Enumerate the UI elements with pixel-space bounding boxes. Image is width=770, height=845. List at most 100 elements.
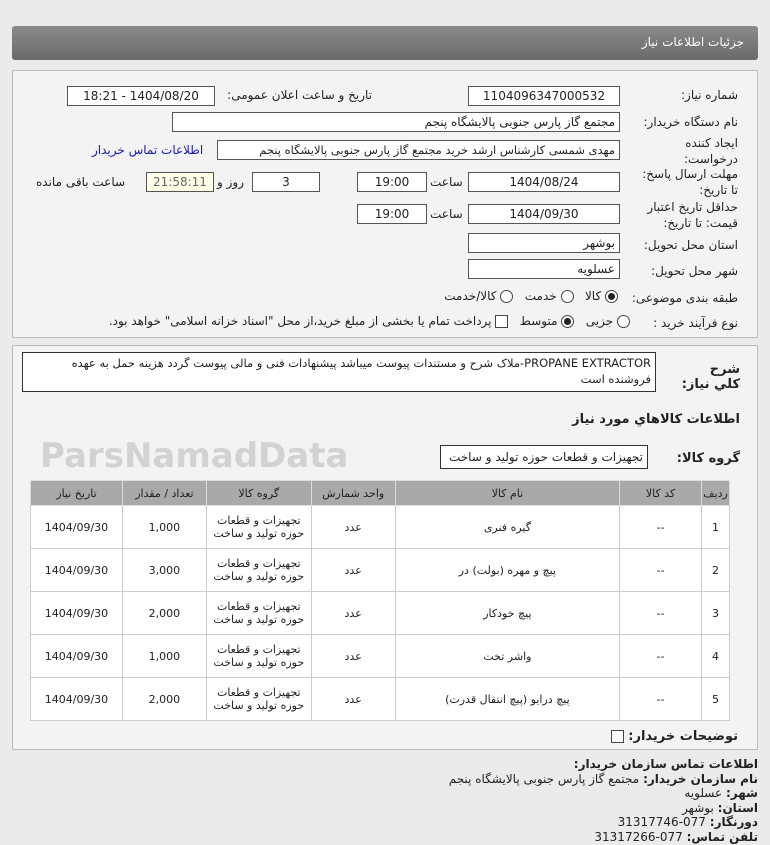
table-cell: 3,000 <box>121 548 207 592</box>
announce-field: 1404/08/20 - 18:21 <box>67 86 215 106</box>
announce-label: تاریخ و ساعت اعلان عمومی: <box>227 88 372 102</box>
table-cell: 1404/09/30 <box>30 548 123 592</box>
table-cell: -- <box>619 548 703 592</box>
table-cell: 1404/09/30 <box>30 505 123 549</box>
fax-value: 077-31317746 <box>617 815 706 829</box>
goods-group-field: تجهیزات و قطعات حوزه تولید و ساخت <box>440 445 648 469</box>
table-cell: 3 <box>701 591 730 635</box>
page-title: جزئیات اطلاعات نیاز <box>641 35 744 49</box>
category-radio-both[interactable] <box>500 290 514 303</box>
category-label: طبقه بندی موضوعی: <box>631 291 738 305</box>
watermark: ParsNamadData <box>40 436 349 476</box>
table-cell: 2 <box>701 548 730 592</box>
contact-province-label: استان: <box>717 800 758 815</box>
validity-label-2: قیمت: تا تاریخ: <box>663 216 738 230</box>
table-cell: عدد <box>310 634 396 678</box>
page-header: جزئیات اطلاعات نیاز <box>12 26 758 60</box>
creator-field: مهدی شمسی کارشناس ارشد خرید مجتمع گاز پا… <box>217 140 620 160</box>
treasury-checkbox[interactable] <box>495 315 509 328</box>
org-label: نام سازمان خریدار: <box>643 771 758 786</box>
column-header: ردیف <box>701 480 730 506</box>
buyer-notes-checkbox[interactable] <box>610 730 624 743</box>
goods-group-label: گروه کالا: <box>676 451 740 466</box>
process-radios: جزیی متوسط پرداخت تمام یا بخشی از مبلغ خ… <box>109 314 630 328</box>
validity-date-field: 1404/09/30 <box>468 204 620 224</box>
deadline-label-2: تا تاریخ: <box>699 183 738 197</box>
table-cell: 1404/09/30 <box>30 591 123 635</box>
need-number-field: 1104096347000532 <box>468 86 620 106</box>
table-cell: تجهیزات و قطعات حوزه تولید و ساخت <box>205 591 312 635</box>
payment-note: پرداخت تمام یا بخشی از مبلغ خرید،از محل … <box>108 314 492 328</box>
process-radio-medium[interactable] <box>561 315 575 328</box>
table-cell: -- <box>619 634 703 678</box>
time-label: ساعت <box>430 207 463 221</box>
time-label: ساعت <box>430 175 463 189</box>
category-radio-goods[interactable] <box>605 290 618 303</box>
table-cell: 4 <box>701 634 730 678</box>
validity-label: حداقل تاریخ اعتبار <box>647 200 738 214</box>
need-number-label: شماره نیاز: <box>681 88 738 102</box>
remaining-time-field: 21:58:11 <box>146 172 214 192</box>
creator-label-2: درخواست: <box>684 152 738 166</box>
table-cell: تجهیزات و قطعات حوزه تولید و ساخت <box>205 634 312 678</box>
table-cell: تجهیزات و قطعات حوزه تولید و ساخت <box>205 505 312 549</box>
description-label: شرح کلي نیاز: <box>681 362 740 392</box>
column-header: تاریخ نیاز <box>30 480 123 506</box>
validity-time-field: 19:00 <box>357 204 427 224</box>
province-label: استان محل تحویل: <box>643 238 738 252</box>
table-cell: واشر تخت <box>394 634 621 678</box>
table-row: 4 -- واشر تخت عدد تجهیزات و قطعات حوزه تولید… <box>30 634 730 678</box>
fax-label: دورنگار: <box>709 815 758 829</box>
contact-title: اطلاعات تماس سازمان خریدار: <box>573 757 758 771</box>
table-cell: 1,000 <box>121 505 207 549</box>
city-label: شهر محل تحویل: <box>651 264 738 278</box>
column-header: تعداد / مقدار <box>121 480 207 506</box>
category-option: کالا <box>584 289 602 303</box>
days-field: 3 <box>252 172 320 192</box>
table-cell: -- <box>619 677 703 721</box>
category-radio-service[interactable] <box>560 290 574 303</box>
table-row: 2 -- پیچ و مهره (بولت) در عدد تجهیزات و قطعا… <box>30 548 730 592</box>
buyer-label: نام دستگاه خریدار: <box>643 115 739 129</box>
deadline-label: مهلت ارسال پاسخ: <box>642 167 738 181</box>
table-cell: -- <box>619 505 703 549</box>
contact-city: عسلویه <box>684 786 723 800</box>
table-cell: پیچ و مهره (بولت) در <box>394 548 621 592</box>
goods-section-title: اطلاعات کالاهاي مورد نیاز <box>572 412 740 427</box>
buyer-contact-info: اطلاعات تماس سازمان خریدار: نام سازمان خ… <box>449 757 758 844</box>
contact-city-label: شهر: <box>726 786 758 800</box>
process-option: جزیی <box>585 314 614 328</box>
table-row: 1 -- گیره فنری عدد تجهیزات و قطعات حوزه تولی… <box>30 505 730 549</box>
table-cell: 2,000 <box>121 591 207 635</box>
column-header: کد کالا <box>619 480 703 506</box>
table-cell: عدد <box>310 677 396 721</box>
days-label: روز و <box>217 175 244 189</box>
category-option: کالا/خدمت <box>444 289 497 303</box>
table-cell: پیچ خودکار <box>394 591 621 635</box>
table-row: 5 -- پیچ درایو (پیچ انتقال قدرت) عدد تجهیزات… <box>30 677 730 721</box>
table-cell: تجهیزات و قطعات حوزه تولید و ساخت <box>205 677 312 721</box>
city-field: عسلویه <box>468 259 620 279</box>
column-header: نام کالا <box>394 480 621 506</box>
table-cell: 2,000 <box>121 677 207 721</box>
deadline-time-field: 19:00 <box>357 172 427 192</box>
goods-table: ردیف کد کالا نام کالا واحد شمارش گروه کالا تع… <box>30 480 730 721</box>
table-cell: -- <box>619 591 703 635</box>
process-label: نوع فرآیند خرید : <box>653 316 738 330</box>
process-option: متوسط <box>519 314 558 328</box>
category-option: خدمت <box>524 289 557 303</box>
buyer-field: مجتمع گاز پارس جنوبی پالایشگاه پنجم <box>172 112 620 132</box>
table-cell: پیچ درایو (پیچ انتقال قدرت) <box>394 677 621 721</box>
remaining-label: ساعت باقی مانده <box>36 175 126 189</box>
buyer-contact-link[interactable]: اطلاعات تماس خریدار <box>92 143 204 157</box>
table-cell: 5 <box>701 677 730 721</box>
process-radio-minor[interactable] <box>617 315 630 328</box>
table-cell: عدد <box>310 548 396 592</box>
table-cell: 1404/09/30 <box>30 677 123 721</box>
column-header: گروه کالا <box>205 480 312 506</box>
phone-value: 077-31317266 <box>594 829 683 844</box>
table-cell: عدد <box>310 505 396 549</box>
table-cell: 1 <box>701 505 730 549</box>
table-cell: عدد <box>310 591 396 635</box>
phone-label: تلفن تماس: <box>686 829 758 844</box>
